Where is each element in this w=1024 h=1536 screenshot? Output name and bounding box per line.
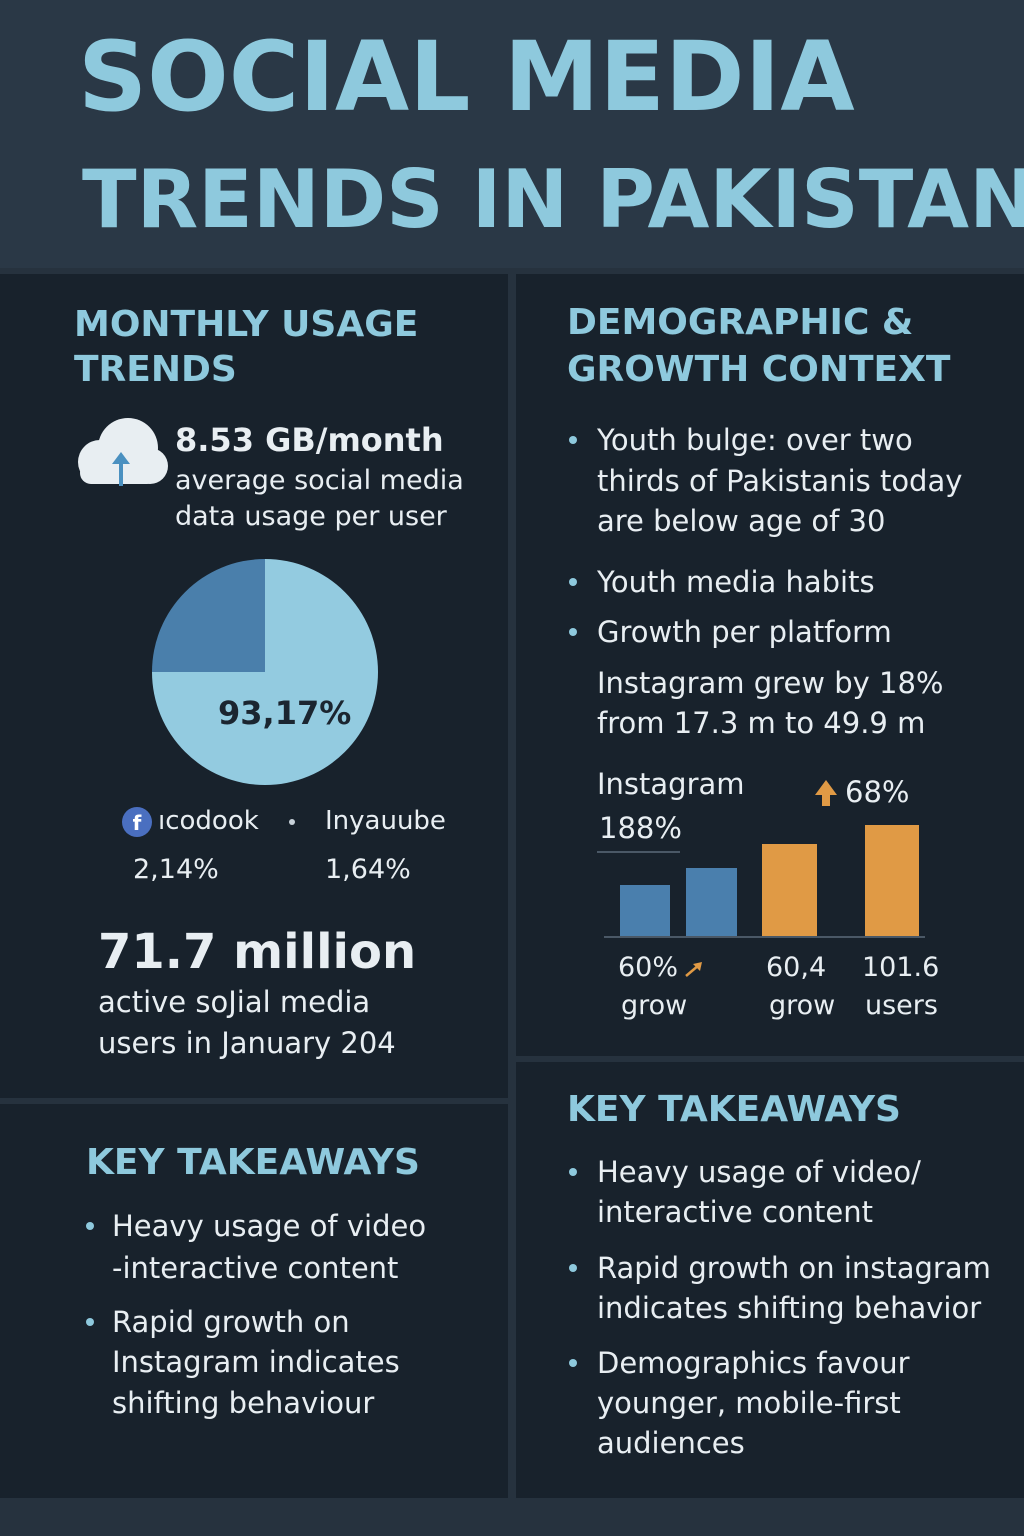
bullet-dot	[569, 628, 577, 636]
bar-label: grow	[769, 989, 836, 1021]
bullet-text: are below age of 30	[597, 503, 886, 538]
platform-share: 2,14%	[133, 853, 219, 885]
page-title: SOCIAL MEDIA	[78, 21, 855, 134]
section-heading: DEMOGRAPHIC &	[567, 302, 914, 344]
bullet-text: Heavy usage of video/	[597, 1154, 921, 1189]
bullet-text: Instagram indicates	[112, 1344, 400, 1379]
growth-note: from 17.3 m to 49.9 m	[597, 705, 926, 740]
bullet-text: shifting behaviour	[112, 1385, 375, 1420]
svg-text:f: f	[133, 811, 142, 835]
section-heading: KEY TAKEAWAYS	[86, 1142, 420, 1184]
facebook-icon: f	[122, 807, 152, 837]
bar-label: 101.6	[862, 951, 940, 983]
bullet-text: thirds of Pakistanis today	[597, 463, 963, 498]
stat-text: data usage per user	[175, 500, 447, 532]
bar-label: users	[865, 989, 938, 1021]
platform-name: ıcodook	[158, 806, 259, 837]
users-text: active soJial media	[98, 984, 371, 1019]
up-arrow	[815, 780, 837, 806]
bullet-dot	[569, 578, 577, 586]
bar	[686, 868, 737, 936]
separator-dot	[289, 819, 295, 825]
bar-label: 60,4	[766, 951, 827, 983]
bar-label: 60%	[618, 951, 679, 983]
bullet-text: Youth media habits	[597, 564, 875, 599]
bullet-dot	[569, 436, 577, 444]
bar	[620, 885, 670, 936]
pie-label: 93,17%	[218, 693, 352, 732]
bullet-text: Youth bulge: over two	[597, 422, 913, 457]
bullet-dot	[86, 1222, 94, 1230]
section-heading: MONTHLY USAGE	[74, 304, 419, 346]
cloud-icon	[78, 418, 168, 486]
bar-annotation: Instagram	[597, 766, 745, 801]
header-band	[0, 0, 1024, 268]
bullet-dot	[86, 1318, 94, 1326]
bullet-dot	[569, 1168, 577, 1176]
bullet-text: -interactive content	[112, 1250, 399, 1285]
section-heading: KEY TAKEAWAYS	[567, 1089, 901, 1131]
platform-name: Inyauube	[325, 806, 446, 837]
users-value: 71.7 million	[98, 924, 417, 981]
platform-share: 1,64%	[325, 853, 411, 885]
stat-value: 8.53 GB/month	[175, 420, 444, 459]
panel-takeaways-right	[516, 1062, 1024, 1498]
section-heading: GROWTH CONTEXT	[567, 349, 951, 391]
bar	[865, 825, 919, 936]
bullet-text: younger, mobile-first	[597, 1385, 901, 1420]
bullet-dot	[569, 1264, 577, 1272]
stat-text: average social media	[175, 464, 464, 496]
bullet-dot	[569, 1359, 577, 1367]
bullet-text: Rapid growth on	[112, 1304, 350, 1339]
small-arrow	[685, 962, 702, 977]
bullet-text: Heavy usage of video	[112, 1208, 427, 1243]
bullet-text: Growth per platform	[597, 614, 892, 649]
panel-takeaways-left	[0, 1104, 508, 1498]
bullet-text: interactive content	[597, 1194, 873, 1229]
section-heading: TRENDS	[74, 349, 237, 391]
bullet-text: indicates shifting behavior	[597, 1290, 982, 1325]
growth-note: Instagram grew by 18%	[597, 665, 944, 700]
bar-label: grow	[621, 989, 688, 1021]
pie-slice	[152, 559, 265, 672]
bullet-text: Demographics favour	[597, 1345, 910, 1380]
page-title: TRENDS IN PAKISTAN	[82, 153, 1024, 246]
bar-annotation: 188%	[599, 810, 682, 845]
bullet-text: audiences	[597, 1425, 745, 1460]
bar-annotation: 68%	[845, 774, 910, 809]
users-text: users in January 204	[98, 1025, 396, 1060]
bar	[762, 844, 817, 936]
bullet-text: Rapid growth on instagram	[597, 1250, 991, 1285]
